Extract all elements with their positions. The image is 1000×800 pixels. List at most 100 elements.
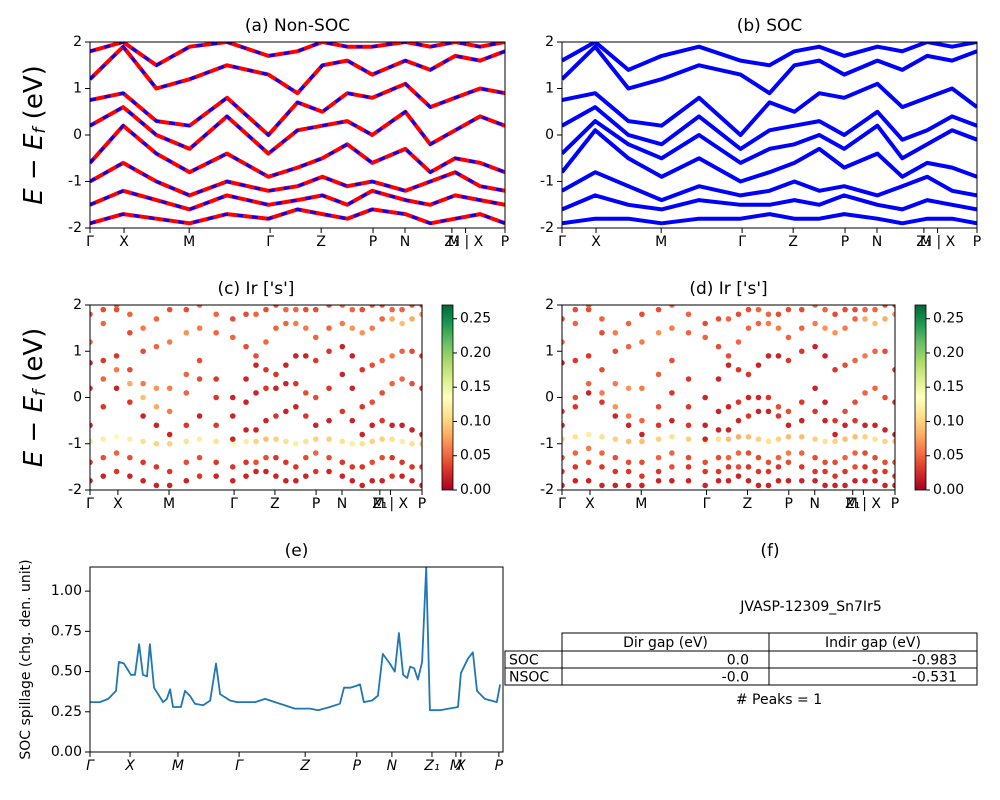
y-axis-label-part: −: [19, 150, 49, 188]
band-point: [798, 399, 805, 405]
band-point: [243, 459, 249, 466]
band-point: [715, 427, 722, 433]
band-point: [832, 431, 838, 438]
y-tick-label: 2: [73, 34, 82, 50]
x-tick-label: M: [655, 234, 667, 250]
x-tick-label: Z₁: [845, 496, 860, 512]
band-point: [283, 320, 289, 327]
band-point: [685, 311, 692, 318]
band-point: [127, 473, 133, 479]
band-point: [822, 325, 828, 331]
band-point: [229, 413, 236, 419]
band-point: [725, 403, 732, 410]
band-point: [113, 353, 120, 359]
x-tick-label: Γ: [703, 496, 711, 512]
band-point: [303, 390, 309, 396]
y-tick-label: 0: [73, 127, 82, 143]
band-point: [293, 477, 299, 484]
band-point: [293, 380, 299, 387]
band-point: [196, 376, 203, 382]
band-line: [90, 81, 505, 137]
band-point: [585, 353, 592, 359]
band-point: [725, 464, 732, 470]
x-tick-label: Γ: [230, 496, 238, 512]
band-point: [90, 438, 93, 445]
band-point: [685, 454, 692, 461]
y-axis-label: E − Ef (eV): [19, 328, 51, 468]
band-point: [625, 459, 632, 466]
band-point: [369, 477, 376, 484]
x-tick-label: Z: [299, 758, 310, 774]
band-point: [339, 408, 346, 415]
band-point: [339, 343, 346, 350]
band-point: [852, 417, 858, 424]
band-point: [213, 376, 219, 382]
colorbar: [441, 304, 454, 491]
band-point: [812, 320, 818, 327]
plot-area: [90, 305, 422, 489]
band-point: [872, 348, 878, 355]
x-tick-label: Z: [788, 234, 798, 250]
band-point: [243, 438, 249, 445]
band-point: [562, 339, 565, 345]
band-point: [213, 311, 219, 318]
band-point: [798, 348, 805, 355]
band-point: [669, 434, 675, 440]
band-point: [100, 473, 107, 479]
band-line: [562, 42, 977, 72]
band-point: [669, 450, 675, 456]
band-point: [775, 403, 782, 410]
band-point: [892, 473, 895, 479]
y-tick-label: -1: [68, 436, 82, 452]
band-point: [339, 473, 346, 479]
band-point: [127, 399, 133, 405]
y-tick-label: 0.00: [51, 744, 82, 760]
y-axis-label-part: E: [19, 450, 49, 467]
y-tick-label: 1.00: [51, 583, 82, 599]
y-axis-label-part: E: [19, 188, 49, 205]
band-point: [798, 325, 805, 331]
y-tick-label: -1: [540, 174, 554, 190]
band-point: [745, 450, 752, 456]
band-point: [639, 482, 645, 489]
band-point: [755, 408, 762, 415]
band-point: [196, 436, 203, 442]
band-point: [585, 477, 592, 484]
band-point: [625, 343, 632, 350]
band-point: [862, 306, 868, 313]
band-point: [612, 454, 619, 461]
band-point: [612, 436, 619, 442]
band-line: [562, 119, 977, 165]
band-point: [312, 422, 319, 429]
band-point: [196, 325, 203, 331]
band-point: [419, 353, 422, 359]
band-point: [253, 311, 259, 318]
band-point: [303, 413, 309, 419]
band-point: [389, 316, 395, 322]
band-point: [872, 436, 878, 442]
band-point: [765, 459, 772, 466]
band-line-dash: [90, 189, 505, 211]
band-point: [349, 306, 356, 313]
band-point: [892, 438, 895, 445]
band-point: [243, 427, 249, 433]
band-point: [832, 459, 838, 466]
band-point: [745, 434, 752, 440]
band-point: [735, 473, 742, 479]
band-point: [409, 380, 415, 387]
band-point: [822, 459, 828, 466]
band-point: [798, 464, 805, 470]
x-tick-label: P: [369, 234, 377, 250]
colorbar-tick-label: 0.10: [933, 413, 964, 429]
band-point: [100, 403, 107, 410]
colorbar-tick-label: 0.20: [460, 345, 491, 361]
band-point: [562, 454, 565, 461]
band-point: [399, 348, 405, 355]
y-axis-label: SOC spillage (chg. den. unit): [18, 559, 34, 759]
x-tick-label: P: [501, 234, 509, 250]
band-point: [625, 320, 632, 327]
band-point: [882, 482, 888, 489]
band-point: [685, 329, 692, 336]
band-point: [243, 376, 249, 382]
band-point: [339, 320, 346, 327]
